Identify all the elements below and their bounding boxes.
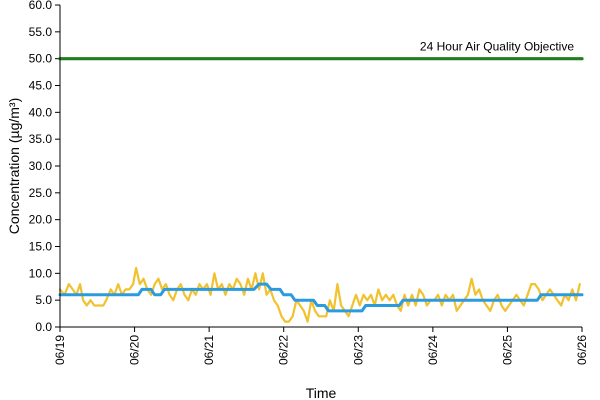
x-tick-label: 06/26 [575,335,589,365]
y-tick-label: 25.0 [29,186,53,200]
y-axis-label: Concentration (µg/m³) [6,98,22,234]
x-tick-label: 06/19 [53,335,67,365]
y-tick-label: 40.0 [29,105,53,119]
y-tick-label: 30.0 [29,159,53,173]
x-tick-label: 06/23 [351,335,365,365]
y-tick-label: 50.0 [29,52,53,66]
x-tick-label: 06/20 [128,335,142,365]
x-axis-label: Time [306,385,337,400]
series-layer [58,57,584,323]
y-tick-label: 45.0 [29,79,53,93]
y-axis-ticks: 0.0 5.0 10.0 15.0 20.0 25.0 30.0 35.0 40.0 45.0 50… [29,0,60,334]
y-tick-label: 10.0 [29,266,53,280]
daily-series-line [58,282,584,313]
x-tick-label: 06/21 [202,335,216,365]
x-axis-ticks: 06/19 06/20 06/21 06/22 06/23 06/24 06/25 06/26 [53,327,589,365]
y-tick-label: 5.0 [35,293,52,307]
y-tick-label: 20.0 [29,213,53,227]
x-tick-label: 06/24 [426,335,440,365]
y-tick-label: 35.0 [29,132,53,146]
y-tick-label: 55.0 [29,25,53,39]
x-tick-label: 06/22 [277,335,291,365]
y-tick-label: 0.0 [35,320,52,334]
y-tick-label: 15.0 [29,240,53,254]
x-tick-label: 06/25 [500,335,514,365]
objective-annotation: 24 Hour Air Quality Objective [420,40,574,54]
y-tick-label: 60.0 [29,0,53,12]
